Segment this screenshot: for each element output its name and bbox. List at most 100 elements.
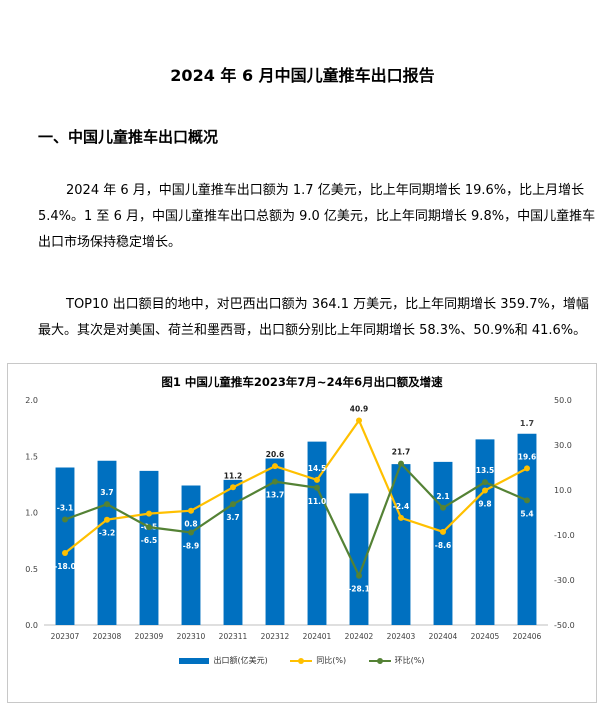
bar-202402	[349, 493, 369, 625]
yoy-point	[272, 463, 278, 470]
mom-point	[104, 501, 110, 508]
mom-point	[272, 478, 278, 485]
x-axis-tick-label: 202401	[303, 632, 332, 641]
mom-data-label: -28.1	[348, 585, 370, 594]
x-axis-tick-label: 202403	[387, 632, 416, 641]
yoy-point	[230, 484, 236, 491]
bar-202310	[181, 485, 201, 625]
bar-202403	[391, 464, 411, 625]
x-axis-tick-label: 202311	[219, 632, 248, 641]
x-axis-tick-label: 202402	[345, 632, 374, 641]
chart-plot: 0.0 0.5 1.0 1.5 2.0 -50.0 -30.0 -10.0 10.0 30.0 50…	[25, 396, 575, 641]
x-axis-tick-label: 202309	[135, 632, 164, 641]
mom-data-label: 21.7	[392, 448, 411, 457]
right-axis-tick-label: 30.0	[554, 441, 572, 450]
paragraph-line: 2024 年 6 月，中国儿童推车出口额为 1.7 亿美元，比上年同期增长 19…	[66, 183, 585, 198]
right-axis-tick-label: 50.0	[554, 396, 572, 405]
mom-point	[188, 529, 194, 536]
mom-point	[482, 479, 488, 486]
paragraph-line: 最大。其次是对美国、荷兰和墨西哥，出口额分别比上年同期增长 58.3%、50.9…	[38, 323, 587, 338]
legend-item-yoy: 同比(%)	[290, 655, 346, 666]
bar-202308	[97, 460, 117, 625]
mom-data-label: 3.7	[226, 513, 239, 522]
mom-data-label: 11.0	[308, 497, 327, 506]
legend-label: 同比(%)	[316, 656, 347, 665]
yoy-point	[440, 528, 446, 535]
mom-data-label: 13.7	[266, 491, 285, 500]
yoy-point	[104, 516, 110, 523]
yoy-point	[62, 550, 68, 556]
mom-data-label: -8.9	[183, 542, 199, 551]
paragraph-line: 5.4%。1 至 6 月，中国儿童推车出口总额为 9.0 亿美元，比上年同期增长…	[38, 209, 596, 224]
mom-point	[524, 497, 530, 504]
yoy-point	[524, 465, 530, 472]
yoy-line	[64, 418, 528, 554]
mom-point	[314, 484, 320, 491]
chart-figure: 图1 中国儿童推车2023年7月~24年6月出口额及增速 0.0 0.5 1.0 1.…	[7, 363, 597, 703]
mom-data-label: -3.1	[57, 503, 73, 512]
yoy-data-label: 9.8	[478, 499, 491, 508]
paragraph-line: 出口市场保持稳定增长。	[38, 235, 182, 250]
yoy-data-label: -3.2	[99, 529, 115, 538]
yoy-data-label: 40.9	[350, 404, 369, 413]
mom-data-label: 5.4	[520, 509, 533, 518]
x-axis-tick-label: 202312	[261, 632, 290, 641]
mom-data-label: 2.1	[436, 492, 449, 501]
bar-202309	[139, 470, 159, 625]
section-heading: 一、中国儿童推车出口概况	[38, 128, 219, 146]
yoy-data-label: 19.6	[518, 452, 537, 461]
right-axis-tick-label: -10.0	[554, 531, 575, 540]
document-title: 2024 年 6 月中国儿童推车出口报告	[170, 66, 435, 85]
yoy-data-label: 14.5	[308, 464, 327, 473]
legend-swatch-mom	[368, 657, 391, 664]
mom-point	[230, 501, 236, 508]
left-axis-tick-label: 0.5	[25, 565, 38, 574]
paragraph-overview: 2024 年 6 月，中国儿童推车出口额为 1.7 亿美元，比上年同期增长 19…	[38, 178, 596, 256]
legend-swatch-bar	[179, 657, 210, 664]
mom-line	[64, 461, 528, 579]
bar-202312	[265, 458, 285, 625]
legend-item-export: 出口额(亿美元)	[179, 655, 268, 666]
bar-202307	[55, 467, 75, 625]
mom-data-label: -6.5	[141, 536, 157, 545]
bar-202311	[223, 479, 243, 625]
yoy-data-label: -8.6	[435, 541, 451, 550]
yoy-point	[314, 476, 320, 483]
right-axis-tick-label: -30.0	[554, 576, 575, 585]
yoy-data-label: 11.2	[224, 471, 243, 480]
legend-label: 出口额(亿美元)	[213, 656, 268, 665]
yoy-data-label: 20.6	[266, 450, 285, 459]
left-axis-tick-label: 1.5	[25, 452, 38, 461]
paragraph-top10: TOP10 出口额目的地中，对巴西出口额为 364.1 万美元，比上年同期增长 …	[38, 292, 589, 344]
yoy-point	[398, 514, 404, 521]
bar-202406	[517, 433, 537, 625]
mom-point	[146, 524, 152, 531]
chart-title: 图1 中国儿童推车2023年7月~24年6月出口额及增速	[161, 375, 443, 389]
chart-legend: 出口额(亿美元) 同比(%) 环比(%)	[8, 655, 596, 666]
x-axis-tick-label: 202405	[471, 632, 500, 641]
yoy-point	[356, 417, 362, 424]
yoy-point	[188, 507, 194, 514]
x-axis-tick-label: 202308	[93, 632, 122, 641]
mom-point	[398, 460, 404, 467]
right-axis-tick-label: -50.0	[554, 621, 575, 630]
yoy-data-label: -2.4	[393, 502, 409, 511]
legend-label: 环比(%)	[394, 656, 425, 665]
x-axis-tick-label: 202406	[513, 632, 542, 641]
yoy-point	[482, 487, 488, 494]
mom-point	[62, 516, 68, 523]
right-axis-tick-label: 10.0	[554, 486, 572, 495]
left-axis-tick-label: 0.0	[25, 621, 38, 630]
mom-point	[356, 572, 362, 579]
legend-swatch-yoy	[290, 657, 313, 664]
left-axis-tick-label: 1.0	[25, 509, 38, 518]
paragraph-line: TOP10 出口额目的地中，对巴西出口额为 364.1 万美元，比上年同期增长 …	[66, 297, 589, 312]
x-axis-tick-label: 202310	[177, 632, 206, 641]
x-axis-tick-label: 202404	[429, 632, 458, 641]
yoy-point	[146, 510, 152, 517]
yoy-data-label: -18.0	[54, 562, 76, 571]
mom-data-label: 13.5	[476, 466, 495, 475]
bar-data-label: 1.7	[520, 419, 534, 428]
legend-item-mom: 环比(%)	[368, 655, 425, 666]
mom-point	[440, 504, 446, 511]
